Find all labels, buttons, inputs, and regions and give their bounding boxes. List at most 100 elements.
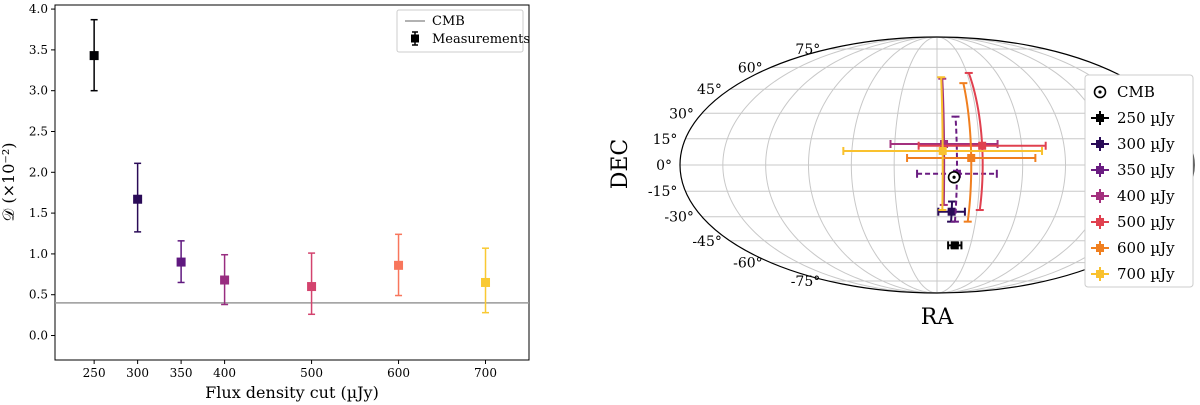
x-tick-label: 700 bbox=[474, 366, 497, 380]
data-point bbox=[307, 252, 317, 316]
sky-legend-item: 500 µJy bbox=[1091, 213, 1175, 231]
dec-tick-label: 0° bbox=[656, 158, 672, 174]
data-point bbox=[89, 18, 99, 92]
dipole-point bbox=[842, 76, 1044, 212]
legend-label: 300 µJy bbox=[1117, 135, 1175, 153]
legend-label: 250 µJy bbox=[1117, 109, 1175, 127]
y-axis-label: 𝒟 (×10⁻²) bbox=[0, 143, 18, 222]
point-marker bbox=[978, 141, 987, 150]
dipole-point bbox=[937, 200, 966, 223]
x-tick-label: 350 bbox=[170, 366, 193, 380]
x-tick-label: 250 bbox=[83, 366, 106, 380]
legend-cmb-label: CMB bbox=[432, 14, 465, 29]
sky-legend-item: 250 µJy bbox=[1091, 109, 1175, 127]
legend-label: 500 µJy bbox=[1117, 213, 1175, 231]
point-marker bbox=[947, 207, 956, 216]
legend-box: CMB Measurements bbox=[396, 9, 530, 53]
sky-legend-item-cmb: CMB bbox=[1093, 83, 1155, 101]
legend-marker bbox=[1096, 166, 1104, 174]
sky-legend-frame bbox=[1084, 74, 1194, 288]
legend-marker bbox=[1096, 270, 1104, 278]
point-marker bbox=[220, 275, 230, 285]
dec-tick-label: 75° bbox=[795, 42, 820, 58]
ra-axis-label: RA bbox=[921, 305, 955, 330]
cmb-direction-marker bbox=[947, 170, 961, 184]
legend-label: 700 µJy bbox=[1117, 265, 1175, 283]
legend-marker bbox=[1096, 114, 1104, 122]
dec-tick-label: -75° bbox=[791, 274, 821, 290]
dec-error-bar bbox=[941, 78, 946, 205]
dec-tick-label: 30° bbox=[669, 106, 694, 122]
legend-label: CMB bbox=[1117, 83, 1155, 101]
data-point bbox=[481, 247, 491, 314]
y-tick-label: 1.0 bbox=[29, 247, 48, 261]
point-marker bbox=[950, 241, 959, 250]
sky-map: 75° 60° 45°30° 15° 0° -15° -30° -45° -60° -75° RA… bbox=[608, 36, 1195, 330]
meridian-line bbox=[893, 37, 938, 293]
dec-error-bar bbox=[967, 72, 984, 211]
point-marker bbox=[133, 194, 143, 204]
point-marker bbox=[394, 260, 404, 270]
dec-tick-label: 15° bbox=[653, 132, 678, 148]
dipole-point bbox=[906, 82, 1037, 223]
plot-area-frame bbox=[54, 4, 530, 361]
meridian-line bbox=[807, 37, 938, 293]
dec-error-bar bbox=[940, 77, 944, 211]
x-tick-label: 300 bbox=[126, 366, 149, 380]
meridian-line bbox=[765, 37, 938, 293]
legend-marker bbox=[1096, 192, 1104, 200]
x-tick-label: 400 bbox=[213, 366, 236, 380]
point-marker bbox=[176, 257, 186, 267]
point-marker bbox=[89, 51, 99, 61]
dec-tick-label: -30° bbox=[664, 210, 694, 226]
dec-tick-label: 45° bbox=[697, 82, 722, 98]
y-tick-label: 3.5 bbox=[29, 43, 48, 57]
cmb-dot bbox=[952, 175, 956, 179]
point-marker bbox=[940, 140, 949, 149]
point-marker bbox=[938, 146, 947, 155]
dec-tick-label: 60° bbox=[738, 60, 763, 76]
dipole-point bbox=[917, 71, 1047, 212]
legend-cmb-dot bbox=[1098, 90, 1102, 94]
legend-frame bbox=[396, 9, 524, 53]
point-marker bbox=[481, 277, 491, 287]
dec-axis-label: DEC bbox=[608, 139, 633, 190]
data-point bbox=[176, 240, 186, 284]
point-marker bbox=[967, 153, 976, 162]
meridian-line bbox=[936, 37, 981, 293]
legend-marker bbox=[1096, 244, 1104, 252]
data-point bbox=[133, 162, 143, 233]
y-tick-label: 0.5 bbox=[29, 288, 48, 302]
dipole-point bbox=[916, 115, 998, 223]
legend-label: 400 µJy bbox=[1117, 187, 1175, 205]
dipole-directions bbox=[842, 71, 1047, 250]
legend-marker bbox=[1096, 218, 1104, 226]
dipole-point bbox=[947, 241, 963, 250]
data-point bbox=[220, 253, 230, 306]
x-tick-label: 500 bbox=[300, 366, 323, 380]
dec-tick-label: -60° bbox=[733, 256, 763, 272]
x-tick-label: 600 bbox=[387, 366, 410, 380]
y-tick-label: 1.5 bbox=[29, 206, 48, 220]
dec-error-bar bbox=[962, 82, 973, 222]
y-tick-label: 3.0 bbox=[29, 84, 48, 98]
flux-cut-plot: 250 300 350 400 500 600 700 0.0 0.5 1.0 1.5 2.0 2.5 3… bbox=[0, 2, 530, 402]
y-tick-label: 2.0 bbox=[29, 165, 48, 179]
sky-boundary bbox=[679, 36, 1195, 294]
legend-label: 600 µJy bbox=[1117, 239, 1175, 257]
sky-legend-item: 700 µJy bbox=[1091, 265, 1175, 283]
dec-tick-label: -15° bbox=[648, 184, 678, 200]
point-marker bbox=[307, 282, 317, 292]
y-tick-label: 4.0 bbox=[29, 2, 48, 16]
data-point bbox=[394, 233, 404, 297]
legend-label: 350 µJy bbox=[1117, 161, 1175, 179]
sky-legend-item: 600 µJy bbox=[1091, 239, 1175, 257]
x-axis-label: Flux density cut (µJy) bbox=[205, 383, 379, 402]
axis-ticks: 250 300 350 400 500 600 700 0.0 0.5 1.0 1.5 2.0 2.5 3… bbox=[29, 2, 497, 380]
legend-measurement-marker bbox=[411, 31, 419, 46]
sky-legend-item: 300 µJy bbox=[1091, 135, 1175, 153]
dec-tick-label: -45° bbox=[692, 234, 722, 250]
meridian-line bbox=[936, 37, 1067, 293]
y-tick-label: 2.5 bbox=[29, 124, 48, 138]
legend-marker bbox=[1096, 140, 1104, 148]
